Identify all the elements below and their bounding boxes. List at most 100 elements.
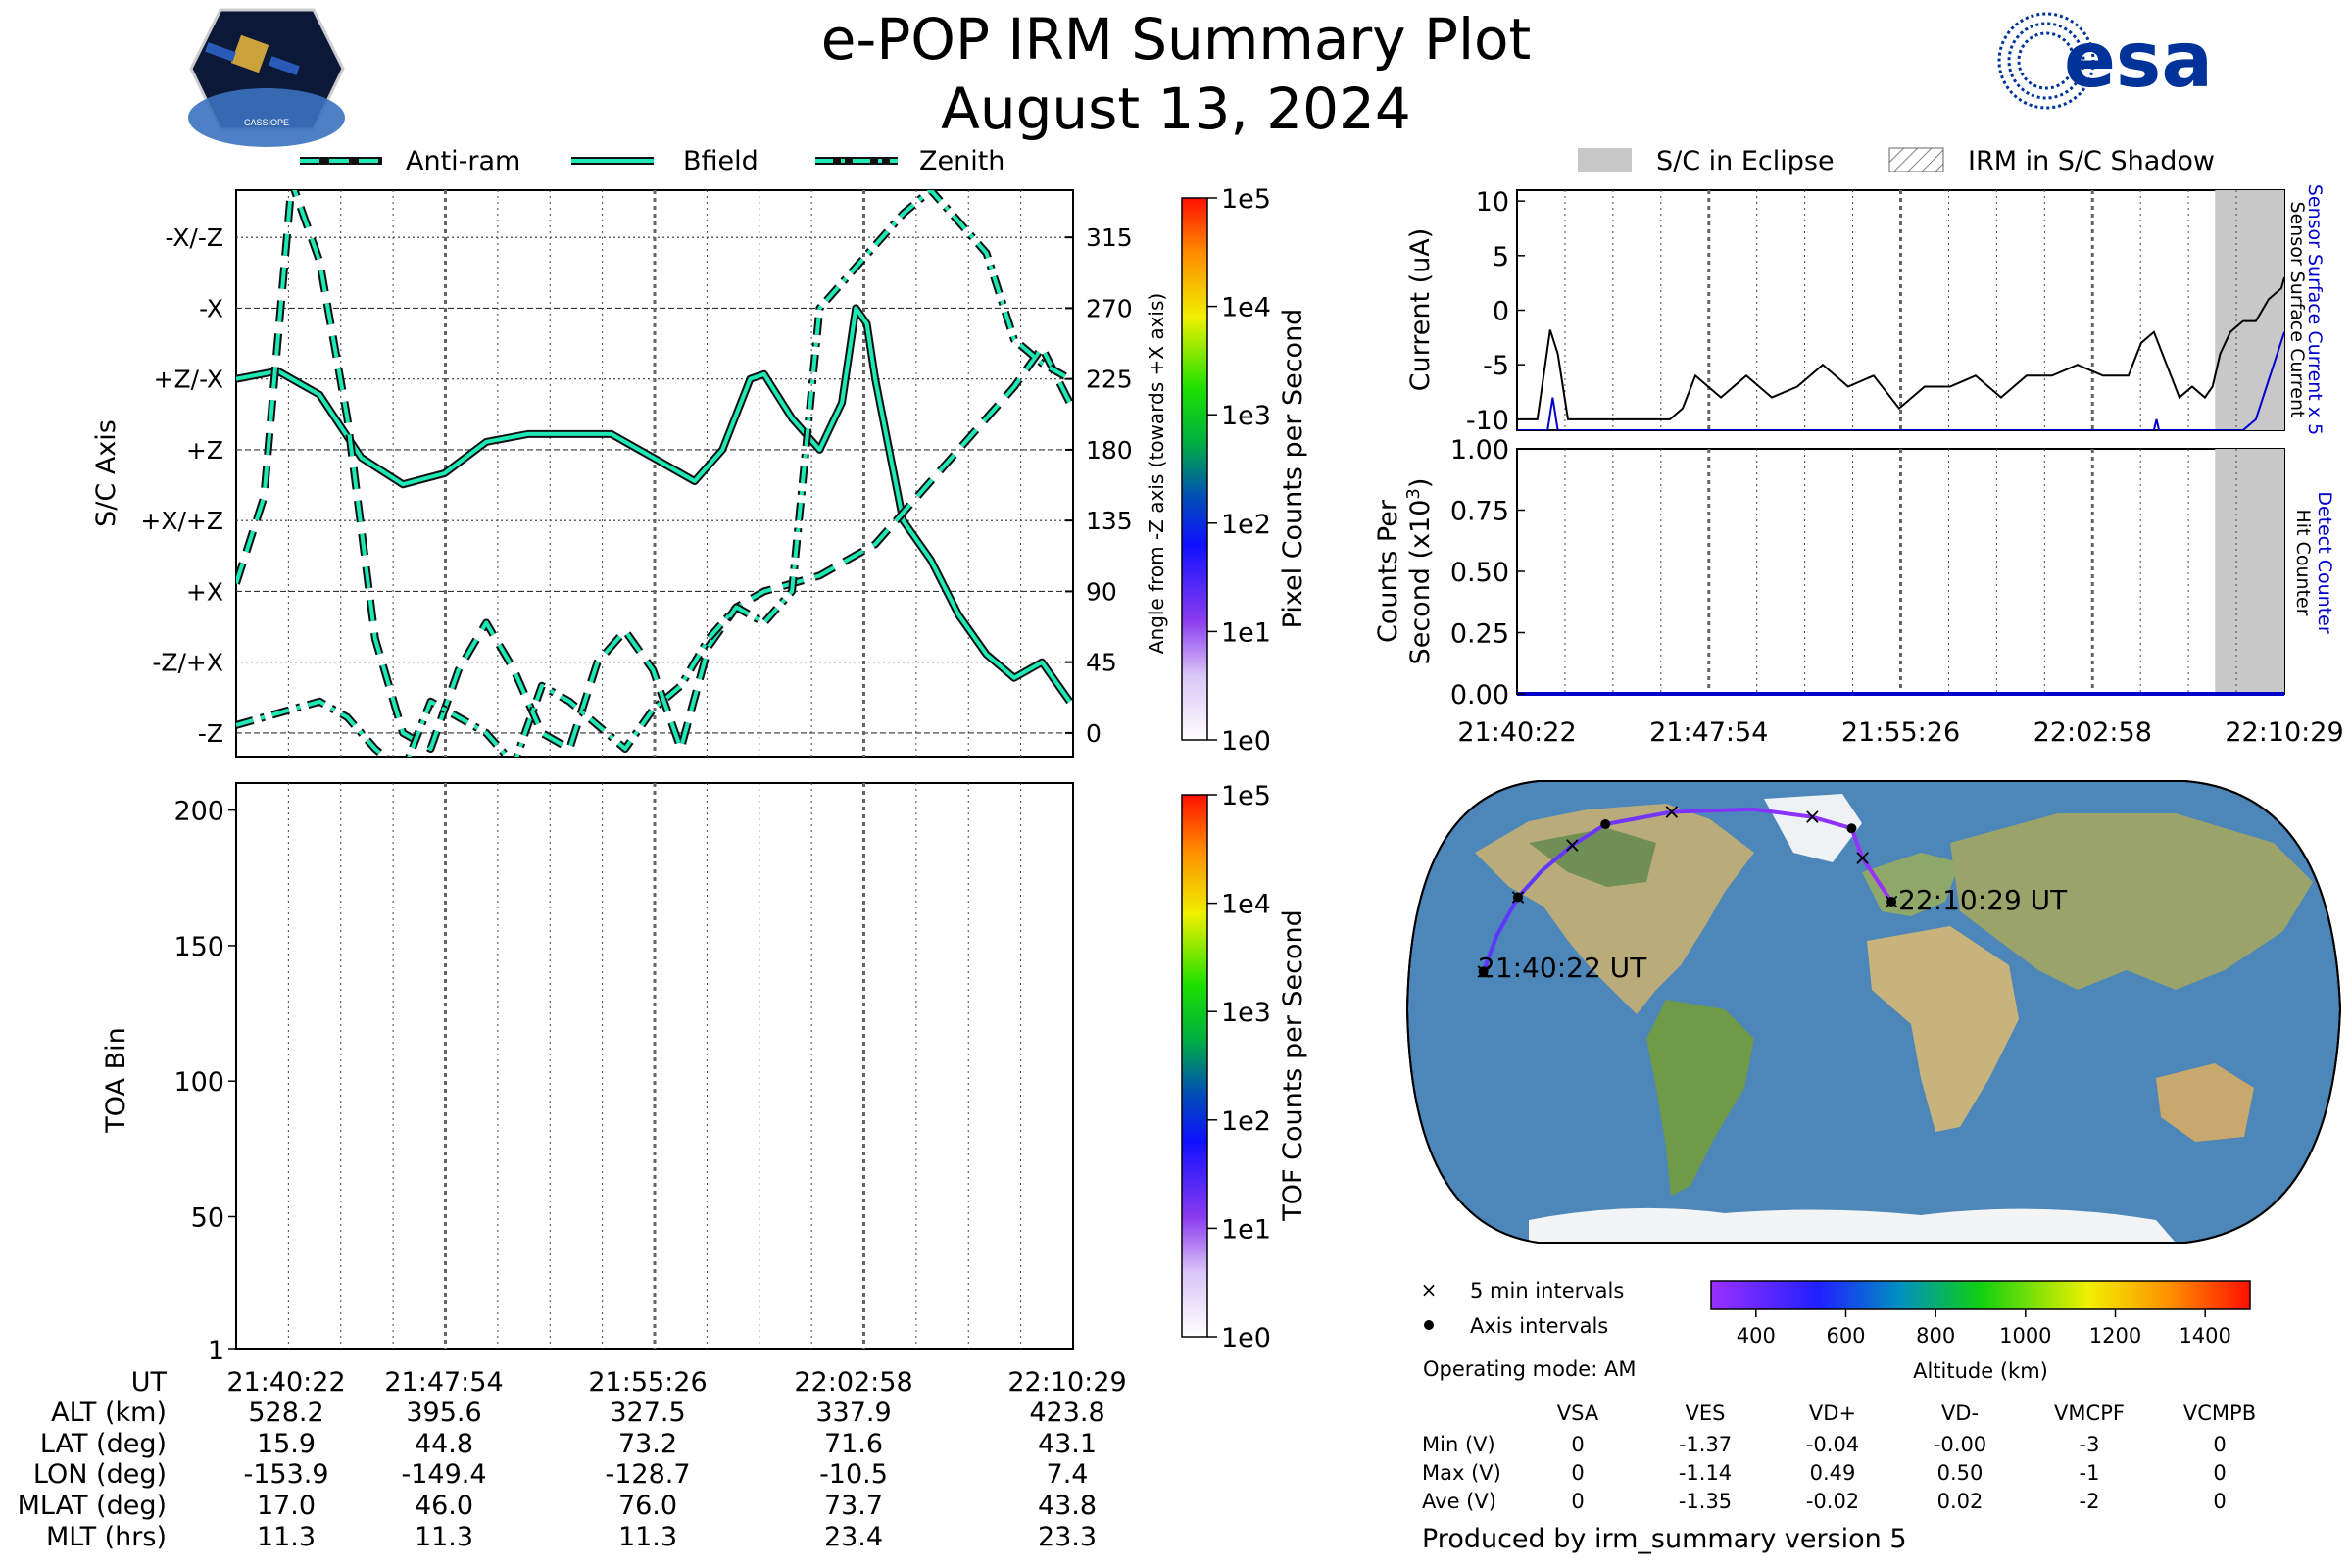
ephemeris-cell: 76.0 bbox=[617, 1491, 678, 1521]
track-dot-marker bbox=[1478, 966, 1489, 977]
counts-ylabel-line2: Second (x103) bbox=[1403, 478, 1436, 665]
voltage-cell: -2 bbox=[2079, 1490, 2100, 1513]
current-panel: 10 5 0 -5 -10 Current (uA) Sensor Surface Cu… bbox=[1405, 184, 2326, 436]
axis-y2tick-label: 135 bbox=[1086, 507, 1133, 535]
voltage-header: VD+ bbox=[1808, 1401, 1857, 1425]
marker-legend: × 5 min intervals Axis intervals bbox=[1421, 1278, 1625, 1338]
cbar-tick-label: 1e2 bbox=[1221, 1106, 1271, 1137]
map-continents bbox=[1475, 794, 2313, 1243]
counts-xtick-label: 21:55:26 bbox=[1841, 717, 1960, 748]
ephemeris-cell: 528.2 bbox=[248, 1397, 324, 1428]
cassiope-logo-text: CASSIOPE bbox=[244, 118, 289, 127]
voltage-cell: 0 bbox=[2213, 1461, 2227, 1485]
ephemeris-cell: 22:10:29 bbox=[1007, 1367, 1127, 1397]
current-ylabel: Current (uA) bbox=[1405, 228, 1436, 392]
current-tick-label: 0 bbox=[1493, 297, 1509, 327]
ephemeris-cell: 23.4 bbox=[823, 1522, 884, 1552]
axis-ytick-label: +X bbox=[186, 577, 223, 606]
axis-ytick-label: -X/-Z bbox=[166, 223, 223, 252]
voltage-cell: 0.49 bbox=[1809, 1461, 1856, 1485]
tof-colorbar-label: TOF Counts per Second bbox=[1278, 909, 1308, 1222]
legend-anti-ram: Anti-ram bbox=[406, 146, 520, 176]
ephemeris-cell: 337.9 bbox=[815, 1397, 892, 1428]
axis-y2tick-label: 270 bbox=[1086, 294, 1133, 322]
ephemeris-cell: -153.9 bbox=[243, 1459, 329, 1490]
footer-credit: Produced by irm_summary version 5 bbox=[1422, 1524, 1907, 1554]
axis-y2tick-label: 45 bbox=[1086, 649, 1117, 677]
cbar-tick-label: 1e2 bbox=[1221, 510, 1271, 540]
counts-ylabel-line1: Counts Per bbox=[1373, 499, 1403, 643]
counts-xtick-label: 21:40:22 bbox=[1457, 717, 1576, 748]
voltage-row-label: Min (V) bbox=[1422, 1433, 1495, 1456]
voltage-cell: 0 bbox=[1571, 1433, 1585, 1456]
toa-tick-label: 150 bbox=[173, 932, 224, 962]
cbar-tick-label: 1e5 bbox=[1221, 184, 1271, 215]
voltage-header: VD- bbox=[1940, 1401, 1980, 1425]
toa-tick-label: 50 bbox=[191, 1202, 224, 1233]
toa-tick-label: 1 bbox=[208, 1336, 224, 1366]
toa-tick-label: 200 bbox=[173, 797, 224, 827]
track-end-label: 22:10:29 UT bbox=[1898, 884, 2068, 916]
alt-tick-label: 1000 bbox=[1999, 1324, 2051, 1348]
ephemeris-cell: 21:55:26 bbox=[588, 1367, 708, 1397]
alt-tick-label: 400 bbox=[1737, 1324, 1776, 1348]
counts-xtick-label: 22:02:58 bbox=[2034, 717, 2152, 748]
ephemeris-cell: 21:47:54 bbox=[384, 1367, 504, 1397]
counts-xtick-label: 22:10:29 bbox=[2225, 717, 2343, 748]
altitude-label: Altitude (km) bbox=[1913, 1359, 2048, 1383]
ephemeris-cell: 73.7 bbox=[823, 1491, 884, 1521]
current-tick-label: -5 bbox=[1483, 351, 1509, 381]
esa-logo-text: esa bbox=[2064, 17, 2213, 105]
voltage-cell: -0.02 bbox=[1805, 1490, 1860, 1513]
series-anti-ram bbox=[236, 190, 1072, 751]
axis-ytick-label: +Z bbox=[186, 436, 223, 465]
operating-mode: Operating mode: AM bbox=[1423, 1357, 1637, 1381]
toa-ylabel: TOA Bin bbox=[101, 1027, 131, 1133]
cbar-tick-label: 1e4 bbox=[1221, 293, 1271, 323]
eclipse-legend: S/C in Eclipse IRM in S/C Shadow bbox=[1578, 146, 2215, 176]
ephemeris-cell: 15.9 bbox=[256, 1429, 317, 1459]
counts-tick-label: 0.50 bbox=[1450, 558, 1509, 588]
ephemeris-cell: 43.8 bbox=[1037, 1491, 1098, 1521]
ephemeris-cell: 73.2 bbox=[617, 1429, 678, 1459]
current-y2label-black: Sensor Surface Current bbox=[2286, 202, 2308, 418]
current-tick-label: -10 bbox=[1466, 406, 1509, 436]
cbar-tick-label: 1e0 bbox=[1221, 1323, 1271, 1353]
sensor-current-line bbox=[1517, 276, 2284, 420]
legend-bfield: Bfield bbox=[683, 146, 759, 176]
axis-y2tick-label: 315 bbox=[1086, 223, 1133, 252]
legend-zenith: Zenith bbox=[919, 146, 1004, 176]
voltage-cell: 0.50 bbox=[1936, 1461, 1984, 1485]
dot-marker-icon bbox=[1424, 1320, 1434, 1330]
page-title: e-POP IRM Summary Plot bbox=[820, 6, 1532, 73]
marker-legend-axis: Axis intervals bbox=[1470, 1314, 1608, 1338]
counts-xtick-label: 21:47:54 bbox=[1649, 717, 1768, 748]
axis-legend: Anti-ram Bfield Zenith bbox=[300, 146, 1004, 176]
voltage-header: VMCPF bbox=[2054, 1401, 2125, 1425]
alt-tick-label: 1200 bbox=[2089, 1324, 2141, 1348]
axis-y2tick-label: 0 bbox=[1086, 719, 1102, 748]
ephemeris-cell: 7.4 bbox=[1046, 1459, 1089, 1490]
ephemeris-row-label: MLAT (deg) bbox=[17, 1491, 167, 1521]
voltage-cell: -0.04 bbox=[1805, 1433, 1860, 1456]
voltage-cell: 0 bbox=[2213, 1433, 2227, 1456]
ephemeris-row-label: MLT (hrs) bbox=[45, 1522, 167, 1552]
track-x-marker: × bbox=[1663, 800, 1681, 824]
cbar-tick-label: 1e0 bbox=[1221, 726, 1271, 757]
ephemeris-row-label: UT bbox=[130, 1367, 167, 1397]
track-dot-marker bbox=[1512, 892, 1523, 903]
eclipse-region bbox=[2215, 449, 2284, 694]
axis-ytick-label: +X/+Z bbox=[140, 507, 223, 535]
ephemeris-cell: 11.3 bbox=[414, 1522, 474, 1552]
ephemeris-row-label: ALT (km) bbox=[51, 1397, 167, 1428]
axis-ytick-label: -Z/+X bbox=[152, 649, 223, 677]
counts-tick-label: 0.00 bbox=[1450, 680, 1509, 710]
axis-y2label: Angle from -Z axis (towards +X axis) bbox=[1145, 293, 1168, 654]
axis-y2tick-label: 225 bbox=[1086, 366, 1133, 394]
cbar-tick-label: 1e1 bbox=[1221, 617, 1271, 648]
voltage-row-label: Max (V) bbox=[1422, 1461, 1501, 1485]
cbar-tick-label: 1e1 bbox=[1221, 1214, 1271, 1245]
voltage-cell: 0 bbox=[1571, 1461, 1585, 1485]
